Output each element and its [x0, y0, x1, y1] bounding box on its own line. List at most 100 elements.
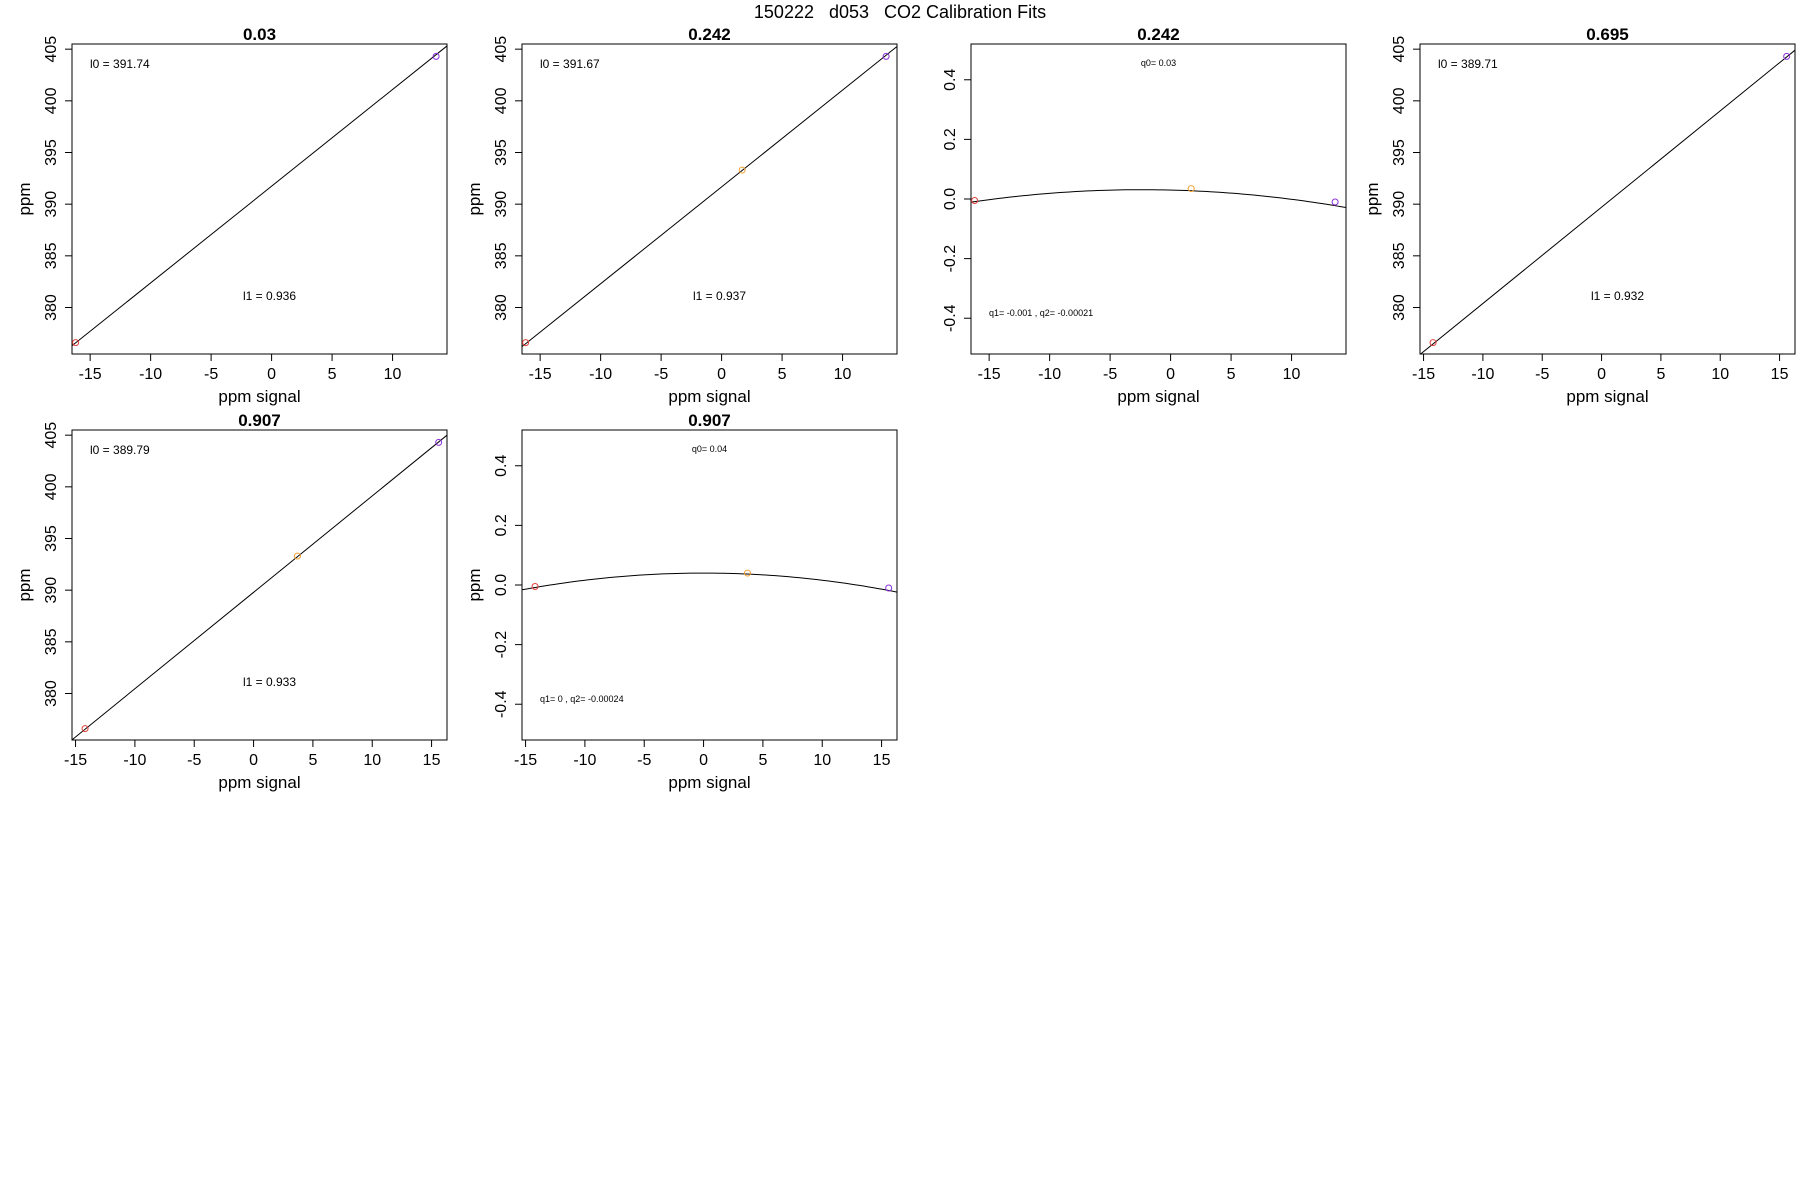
x-tick-label: 10	[813, 752, 831, 769]
x-tick-label: -15	[64, 752, 87, 769]
x-tick-label: -10	[589, 366, 612, 383]
data-point	[1331, 198, 1339, 206]
data-point	[885, 584, 893, 592]
data-point	[435, 438, 443, 446]
data-point	[971, 196, 979, 204]
data-point	[743, 569, 751, 577]
y-tick-label: -0.2	[942, 245, 959, 273]
panel-6: -15 -10 -5 0 5 10 15 -0.4 -0.2 0.0 0.2 0.4 ppm signa…	[465, 411, 898, 792]
x-tick-label: 15	[1771, 366, 1789, 383]
annotation-slope: l1 = 0.937	[693, 289, 746, 303]
figure-title: 150222 d053 CO2 Calibration Fits	[753, 2, 1047, 22]
data-point	[1187, 185, 1195, 193]
panel-title: 0.03	[243, 25, 276, 44]
annotation-intercept: l0 = 389.71	[1438, 57, 1498, 71]
y-tick-label: 395	[1391, 139, 1408, 166]
fit-line	[522, 46, 897, 348]
panel-title: 0.907	[238, 411, 281, 430]
y-tick-label: 0.2	[493, 514, 510, 536]
y-tick-label: 390	[493, 191, 510, 218]
x-axis-label: ppm signal	[218, 387, 300, 406]
data-point	[531, 582, 539, 590]
x-tick-label: -10	[1471, 366, 1494, 383]
x-tick-label: -15	[1412, 366, 1435, 383]
x-tick-label: -15	[79, 366, 102, 383]
x-tick-label: 15	[873, 752, 891, 769]
y-tick-label: 400	[43, 473, 60, 500]
y-axis-label: ppm	[465, 182, 484, 215]
annotation-q1-q2: q1= 0 , q2= -0.00024	[540, 694, 624, 704]
y-axis-label: ppm	[15, 568, 34, 601]
y-tick-label: 405	[1391, 36, 1408, 63]
y-tick-label: 395	[43, 139, 60, 166]
y-axis-label: ppm	[465, 568, 484, 601]
plot-frame	[521, 43, 898, 355]
y-tick-label: -0.4	[942, 304, 959, 332]
x-tick-label: 10	[384, 366, 402, 383]
x-tick-label: -5	[1535, 366, 1549, 383]
x-tick-label: -10	[1038, 366, 1061, 383]
x-tick-label: 0	[717, 366, 726, 383]
x-tick-label: 0	[699, 752, 708, 769]
y-tick-label: 405	[493, 36, 510, 63]
y-tick-label: 0.0	[493, 574, 510, 596]
x-tick-label: 0	[1597, 366, 1606, 383]
plot-frame	[1419, 43, 1796, 355]
data-point	[432, 52, 440, 60]
y-tick-label: 380	[43, 294, 60, 321]
x-tick-label: 0	[249, 752, 258, 769]
panel-1: -15 -10 -5 0 5 10 380 385 390 395 400 405 ppm signal…	[15, 25, 448, 406]
y-tick-label: 0.0	[942, 188, 959, 210]
x-axis-label: ppm signal	[218, 773, 300, 792]
y-tick-label: 405	[43, 36, 60, 63]
x-tick-label: -5	[654, 366, 668, 383]
y-tick-label: 380	[43, 680, 60, 707]
panel-3: -15 -10 -5 0 5 10 -0.4 -0.2 0.0 0.2 0.4 ppm signal 0…	[942, 25, 1347, 406]
x-tick-label: 5	[308, 752, 317, 769]
x-tick-label: 10	[363, 752, 381, 769]
annotation-intercept: l0 = 389.79	[90, 443, 150, 457]
x-tick-label: 0	[267, 366, 276, 383]
data-point	[81, 725, 89, 733]
x-tick-label: 0	[1166, 366, 1175, 383]
panel-5: -15 -10 -5 0 5 10 15 380 385 390 395 400 405 ppm sign…	[15, 411, 448, 792]
annotation-q0: q0= 0.04	[692, 444, 727, 454]
panel-2: -15 -10 -5 0 5 10 380 385 390 395 400 405 ppm signal…	[465, 25, 898, 406]
fit-line	[72, 45, 447, 347]
y-tick-label: 395	[493, 139, 510, 166]
panel-title: 0.907	[688, 411, 731, 430]
x-tick-label: 10	[834, 366, 852, 383]
annotation-intercept: l0 = 391.67	[540, 57, 600, 71]
x-tick-label: -10	[123, 752, 146, 769]
annotation-slope: l1 = 0.933	[243, 675, 296, 689]
panel-4: -15 -10 -5 0 5 10 15 380 385 390 395 400 405 ppm sign…	[1363, 25, 1796, 406]
y-axis-label: ppm	[1363, 182, 1382, 215]
y-tick-label: 390	[43, 577, 60, 604]
y-tick-label: -0.2	[493, 631, 510, 659]
x-tick-label: -10	[573, 752, 596, 769]
x-tick-label: -5	[204, 366, 218, 383]
x-tick-label: -5	[187, 752, 201, 769]
annotation-intercept: l0 = 391.74	[90, 57, 150, 71]
y-tick-label: 400	[43, 87, 60, 114]
data-point	[72, 339, 80, 347]
data-point	[1783, 52, 1791, 60]
y-tick-label: 400	[493, 87, 510, 114]
panel-title: 0.695	[1586, 25, 1629, 44]
y-tick-label: 380	[1391, 294, 1408, 321]
y-tick-label: 405	[43, 422, 60, 449]
x-tick-label: 5	[758, 752, 767, 769]
annotation-q0: q0= 0.03	[1141, 58, 1176, 68]
x-tick-label: -15	[529, 366, 552, 383]
fit-curve	[971, 189, 1346, 209]
data-point	[882, 52, 890, 60]
x-tick-label: 5	[1656, 366, 1665, 383]
x-axis-label: ppm signal	[668, 387, 750, 406]
annotation-slope: l1 = 0.936	[243, 289, 296, 303]
x-tick-label: 10	[1283, 366, 1301, 383]
x-tick-label: -15	[978, 366, 1001, 383]
panel-title: 0.242	[688, 25, 731, 44]
data-point	[738, 166, 746, 174]
x-tick-label: 15	[423, 752, 441, 769]
y-tick-label: 385	[43, 242, 60, 269]
